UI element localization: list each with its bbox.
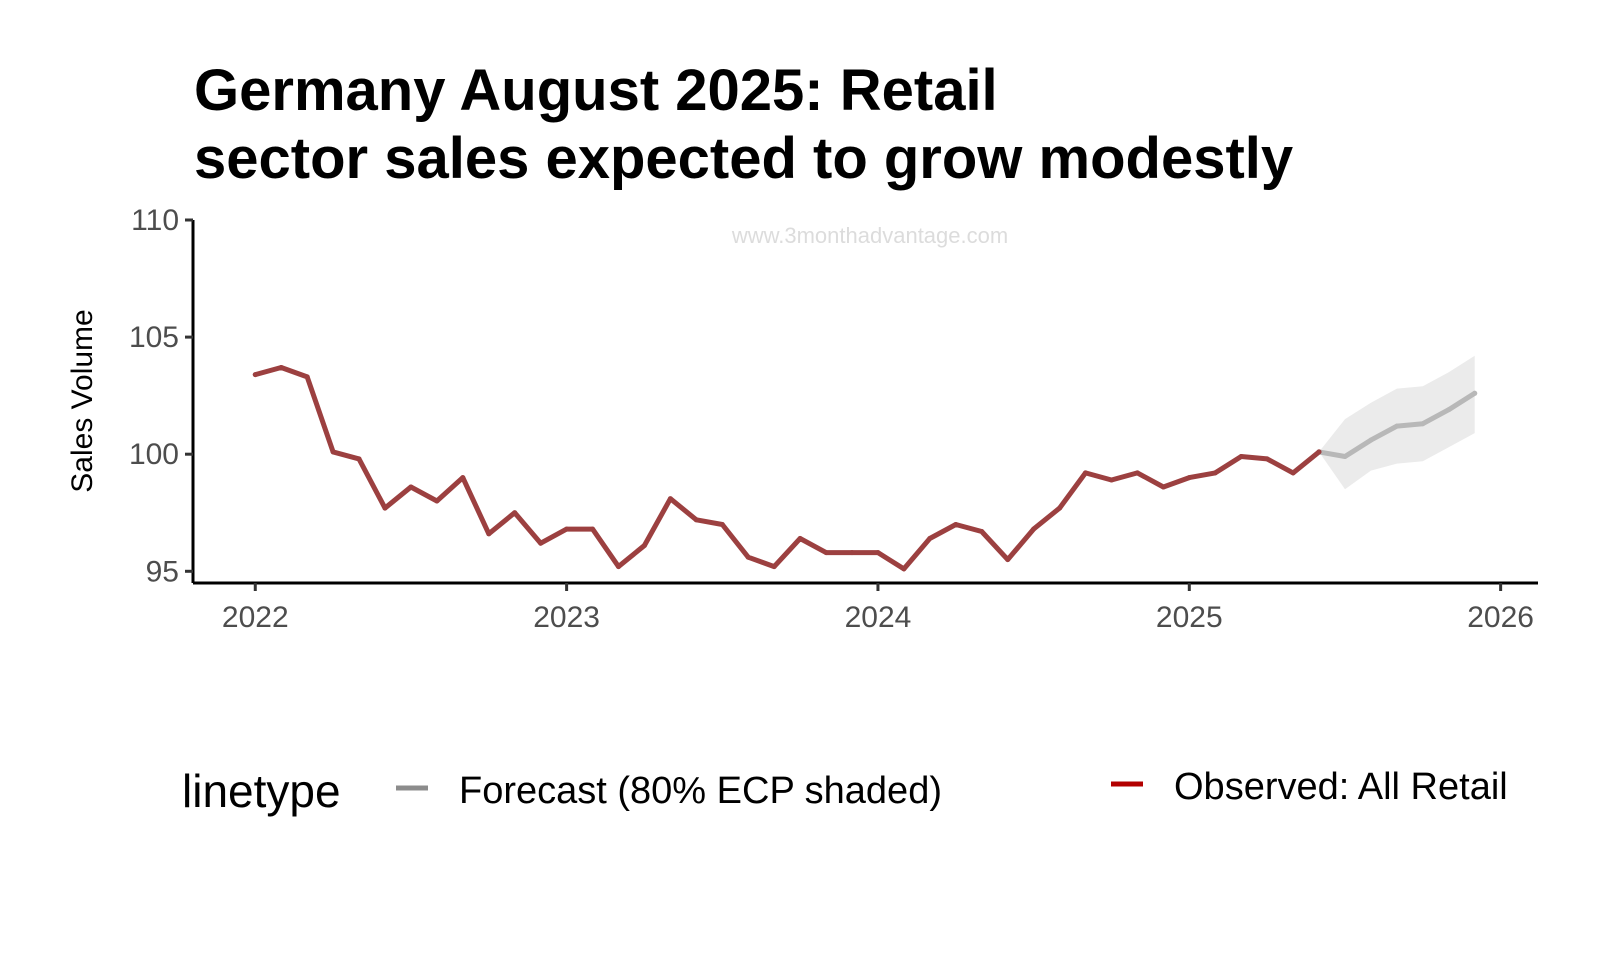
forecast-point (1394, 423, 1400, 429)
observed-point (823, 550, 829, 556)
axes: 95 100 105 110 2022 2023 2024 2025 2026 (129, 204, 1538, 634)
observed-point (953, 522, 959, 527)
y-axis-title: Sales Volume (66, 309, 99, 492)
x-tick-label: 2022 (222, 601, 289, 634)
observed-point (1031, 526, 1037, 532)
observed-point (927, 536, 933, 541)
watermark: www.3monthadvantage.com (731, 223, 1008, 248)
observed-point (1160, 484, 1166, 490)
y-tick-label: 105 (129, 321, 179, 354)
observed-point (667, 496, 673, 502)
legend-label-observed: Observed: All Retail (1174, 766, 1508, 808)
observed-point (252, 372, 258, 378)
observed-point (564, 526, 570, 532)
observed-point (486, 531, 492, 537)
observed-point (382, 505, 388, 511)
observed-point (875, 550, 881, 556)
observed-point (330, 449, 336, 455)
observed-point (641, 543, 647, 548)
forecast-point (1472, 390, 1478, 396)
observed-point (408, 484, 414, 490)
observed-point (901, 566, 907, 572)
observed-point (1109, 477, 1114, 483)
observed-point (1005, 557, 1011, 563)
observed-point (1212, 470, 1218, 476)
y-tick-label: 95 (146, 555, 179, 588)
observed-point (1290, 470, 1296, 476)
legend-title: linetype (182, 765, 341, 817)
y-tick-label: 110 (131, 204, 179, 237)
legend-label-forecast: Forecast (80% ECP shaded) (459, 770, 942, 812)
chart-title-line-1: Germany August 2025: Retail (194, 58, 998, 123)
forecast-point (1446, 407, 1452, 413)
x-tick-label: 2023 (533, 601, 600, 634)
observed-point (616, 564, 621, 570)
forecast-point (1420, 421, 1426, 427)
forecast-point (1342, 454, 1348, 459)
observed-point (278, 365, 284, 370)
observed-point (538, 540, 544, 546)
observed-point (304, 374, 310, 380)
observed-point (460, 475, 466, 481)
chart-title-line-2: sector sales expected to grow modestly (194, 126, 1293, 191)
observed-series-line (252, 365, 1322, 572)
observed-point (356, 456, 362, 462)
legend: linetype Forecast (80% ECP shaded) Obser… (182, 765, 1508, 817)
observed-point (719, 522, 725, 527)
forecast-interval-band (1319, 355, 1475, 490)
observed-point (1057, 505, 1063, 511)
observed-point (590, 526, 596, 532)
observed-point (693, 517, 699, 523)
observed-point (771, 564, 777, 570)
y-tick-label: 100 (129, 438, 179, 471)
observed-point (1134, 470, 1140, 476)
observed-point (979, 529, 985, 534)
observed-point (797, 536, 803, 541)
x-tick-label: 2026 (1467, 601, 1534, 634)
x-tick-label: 2024 (845, 601, 912, 634)
observed-point (849, 550, 855, 556)
observed-point (1264, 456, 1270, 462)
forecast-point (1368, 437, 1374, 443)
x-tick-label: 2025 (1156, 601, 1223, 634)
observed-point (434, 498, 440, 504)
observed-point (512, 510, 518, 516)
observed-point (1238, 454, 1244, 459)
observed-point (745, 554, 751, 560)
observed-point (1186, 475, 1192, 481)
observed-point (1316, 449, 1322, 455)
observed-point (1083, 470, 1088, 476)
plot-area (252, 355, 1478, 572)
